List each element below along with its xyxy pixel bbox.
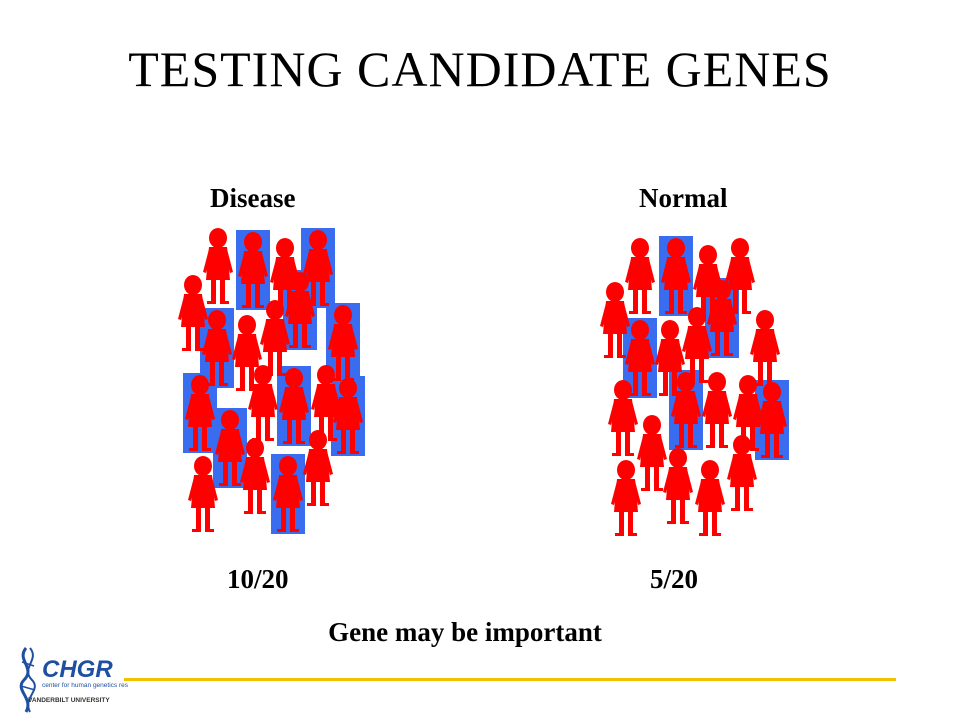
normal-cluster [600, 236, 789, 536]
person-figure [625, 238, 655, 314]
footer-rule [124, 678, 896, 681]
normal-ratio: 5/20 [650, 564, 699, 594]
person-figure [695, 460, 725, 536]
chgr-logo: CHGR center for human genetics research … [19, 647, 128, 713]
disease-group-label: Disease [210, 183, 296, 213]
conclusion-text: Gene may be important [328, 617, 602, 647]
person-figure [702, 372, 732, 448]
person-figure [750, 310, 780, 386]
logo-subtitle: center for human genetics research [42, 682, 128, 689]
disease-ratio: 10/20 [227, 564, 289, 594]
logo-institution: VANDERBILT UNIVERSITY [28, 697, 110, 704]
slide-title: TESTING CANDIDATE GENES [128, 41, 832, 97]
person-figure [637, 415, 667, 491]
disease-cluster [178, 228, 365, 534]
logo-wordmark: CHGR [42, 656, 113, 683]
person-figure [663, 448, 693, 524]
person-figure [611, 460, 641, 536]
person-figure [203, 228, 233, 304]
normal-group-label: Normal [639, 183, 728, 213]
